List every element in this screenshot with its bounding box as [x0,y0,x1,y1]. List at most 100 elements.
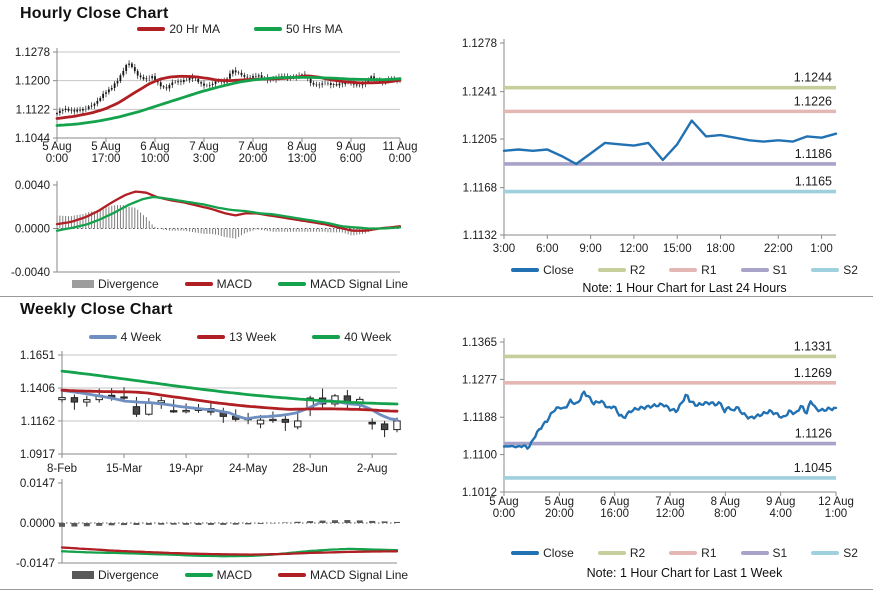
svg-text:12:00: 12:00 [656,508,685,520]
legend-item: S2 [811,546,858,560]
svg-text:5 Aug: 5 Aug [91,141,120,153]
legend-item: MACD Signal Line [278,568,408,582]
legend-item: 40 Week [312,330,391,344]
legend-item: Close [511,546,574,560]
legend-label: 13 Week [229,330,277,344]
legend-label: 40 Week [344,330,392,344]
line-swatch [669,268,698,272]
svg-text:6 Aug: 6 Aug [140,141,169,153]
svg-text:6:00: 6:00 [340,153,362,165]
legend-label: Close [543,263,574,277]
svg-text:1.1044: 1.1044 [15,133,51,145]
legend-label: S2 [843,546,858,560]
legend-item: 13 Week [197,330,276,344]
weekly-sr-note: Note: 1 Hour Chart for Last 1 Week [586,566,783,580]
line-swatch [669,551,698,555]
weekly-macd-legend: Divergence MACD MACD Signal Line [0,568,458,582]
svg-text:5 Aug: 5 Aug [489,496,518,508]
weekly-close-chart: 1.1651 1.1406 1.1162 1.0917 8-Feb 15-Mar 19-Ap… [20,350,401,475]
svg-text:9:00: 9:00 [579,243,601,255]
svg-text:20:00: 20:00 [239,153,268,165]
line-swatch [597,268,626,272]
svg-text:12:00: 12:00 [620,243,649,255]
legend-label: Close [543,546,574,560]
hourly-macd-legend: Divergence MACD MACD Signal Line [0,277,458,291]
svg-text:1.1200: 1.1200 [15,76,50,88]
svg-text:5 Aug: 5 Aug [545,496,574,508]
hourly-sr-legend: Close R2 R1 S1 S2 [436,263,873,277]
legend-item: S1 [740,546,788,560]
svg-text:4:00: 4:00 [769,508,791,520]
svg-text:12 Aug: 12 Aug [818,496,854,508]
svg-text:24-May: 24-May [229,463,268,475]
svg-text:8 Aug: 8 Aug [711,496,740,508]
legend-label: R2 [629,546,646,560]
legend-label: Divergence [97,277,159,291]
legend-label: S1 [772,263,788,277]
svg-text:1.1045: 1.1045 [794,461,832,475]
svg-text:17:00: 17:00 [92,153,121,165]
legend-label: MACD Signal Line [310,277,409,291]
svg-text:1.1186: 1.1186 [795,147,832,161]
line-swatch [278,573,306,577]
svg-text:5 Aug: 5 Aug [42,141,71,153]
legend-item: R2 [597,263,645,277]
svg-text:1.1122: 1.1122 [16,104,50,116]
line-swatch [184,282,213,286]
svg-text:1.1012: 1.1012 [462,487,497,499]
svg-text:28-Jun: 28-Jun [293,463,328,475]
legend-item: R1 [669,546,717,560]
svg-text:0:00: 0:00 [46,153,68,165]
svg-text:1.1165: 1.1165 [795,175,832,189]
bottom-divider [0,589,873,590]
svg-text:19-Apr: 19-Apr [169,463,204,475]
svg-text:1:00: 1:00 [825,508,847,520]
legend-label: S1 [772,546,788,560]
svg-text:6:00: 6:00 [536,243,558,255]
svg-text:15:00: 15:00 [663,243,692,255]
svg-text:1.1277: 1.1277 [462,374,497,386]
line-swatch [511,551,540,555]
svg-text:6 Aug: 6 Aug [600,496,629,508]
legend-label: 20 Hr MA [169,22,220,36]
svg-text:0.0000: 0.0000 [15,224,50,236]
svg-text:1.1205: 1.1205 [462,134,497,146]
svg-text:1.1269: 1.1269 [794,366,832,380]
svg-text:9 Aug: 9 Aug [766,496,795,508]
svg-text:1.1651: 1.1651 [20,350,55,362]
svg-text:3:00: 3:00 [493,243,515,255]
legend-label: R1 [701,263,717,277]
svg-text:0.0040: 0.0040 [15,180,50,192]
svg-text:1.1100: 1.1100 [463,450,497,462]
legend-item: 20 Hr MA [137,22,220,36]
svg-text:1.1278: 1.1278 [15,47,50,59]
line-swatch [811,268,840,272]
svg-text:0:00: 0:00 [493,508,515,520]
svg-text:22:00: 22:00 [764,243,793,255]
svg-text:1.1168: 1.1168 [463,183,497,195]
svg-text:3:00: 3:00 [193,153,215,165]
bar-swatch [71,571,94,579]
weekly-close-legend: 4 Week 13 Week 40 Week [0,330,458,344]
legend-item: MACD [184,277,252,291]
legend-item: 50 Hrs MA [254,22,343,36]
legend-item: 4 Week [88,330,161,344]
line-swatch [811,551,840,555]
svg-text:20:00: 20:00 [545,508,574,520]
hourly-macd-chart: 0.0040 0.0000 -0.0040 [11,180,402,279]
weekly-macd-chart: 0.0147 0.0000 -0.0147 [16,478,400,568]
line-swatch [254,27,282,31]
svg-text:-0.0040: -0.0040 [11,267,50,279]
svg-text:1.1188: 1.1188 [463,412,497,424]
legend-item: MACD Signal Line [278,277,408,291]
weekly-sr-legend: Close R2 R1 S1 S2 [436,546,873,560]
legend-label: S2 [843,263,858,277]
legend-item: Divergence [71,277,159,291]
svg-text:1.1331: 1.1331 [794,339,832,353]
svg-text:9 Aug: 9 Aug [336,141,365,153]
svg-text:1.1365: 1.1365 [462,337,497,349]
